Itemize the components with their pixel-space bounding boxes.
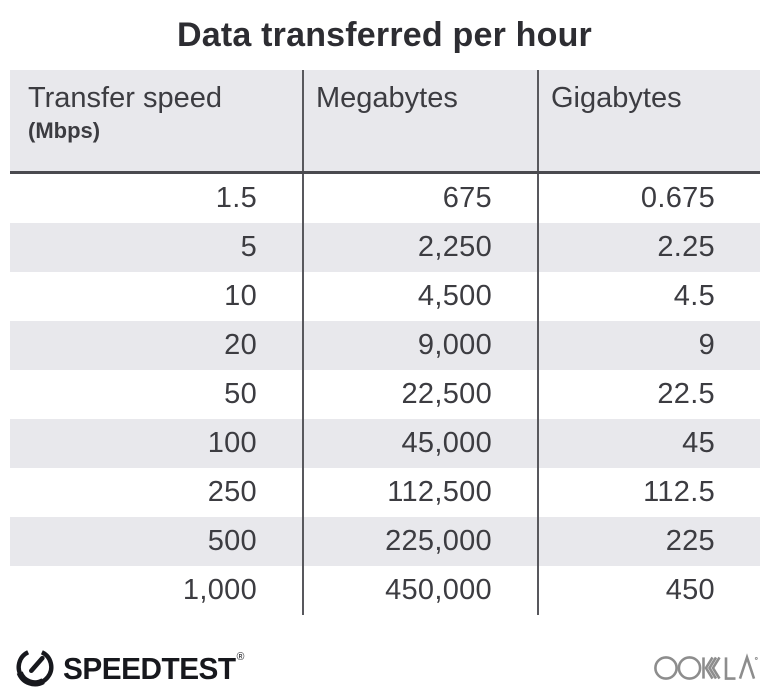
header-transfer-speed-unit: (Mbps): [28, 118, 101, 143]
ookla-logo: [654, 653, 758, 688]
header-transfer-speed: Transfer speed (Mbps): [10, 70, 304, 174]
cell-speed: 10: [10, 272, 304, 321]
cell-speed: 1,000: [10, 566, 304, 615]
cell-gigabytes: 112.5: [643, 476, 715, 508]
cell-megabytes: 9,000: [303, 321, 539, 370]
cell-gigabytes: 45: [682, 427, 715, 459]
table-row: 250 112,500 112.5: [10, 468, 760, 517]
table-row: 10 4,500 4.5: [10, 272, 760, 321]
cell-megabytes: 22,500: [303, 370, 539, 419]
cell-gigabytes: 450: [665, 574, 715, 606]
cell-gigabytes: 0.675: [640, 182, 715, 214]
cell-megabytes: 225,000: [303, 517, 539, 566]
cell-speed: 50: [10, 370, 304, 419]
speedtest-logo: SPEEDTEST®: [14, 645, 250, 692]
cell-gigabytes: 4.5: [673, 280, 715, 312]
footer: SPEEDTEST®: [0, 642, 769, 698]
cell-megabytes: 450,000: [303, 566, 539, 615]
cell-gigabytes: 2.25: [657, 231, 715, 263]
cell-megabytes: 2,250: [303, 223, 539, 272]
header-gigabytes: Gigabytes: [538, 70, 760, 174]
speedometer-gauge-icon: [14, 645, 56, 692]
table-row: 100 45,000 45: [10, 419, 760, 468]
table-row: 50 22,500 22.5: [10, 370, 760, 419]
cell-speed: 20: [10, 321, 304, 370]
cell-speed: 1.5: [10, 172, 304, 223]
cell-gigabytes: 225: [665, 525, 715, 557]
header-megabytes: Megabytes: [303, 70, 539, 174]
cell-speed: 250: [10, 468, 304, 517]
table-row: 1.5 675 0.675: [10, 172, 760, 223]
speedtest-wordmark: SPEEDTEST®: [63, 649, 245, 689]
speedtest-wordmark-text: SPEEDTEST: [63, 650, 236, 686]
cell-gigabytes: 22.5: [657, 378, 715, 410]
table-body: 1.5 675 0.675 5 2,250 2.25 10 4,500 4.5 …: [10, 172, 760, 615]
data-table: Transfer speed (Mbps) Megabytes Gigabyte…: [10, 70, 760, 615]
table-row: 20 9,000 9: [10, 321, 760, 370]
table-row: 5 2,250 2.25: [10, 223, 760, 272]
cell-megabytes: 112,500: [303, 468, 539, 517]
cell-speed: 100: [10, 419, 304, 468]
header-row: Transfer speed (Mbps) Megabytes Gigabyte…: [10, 70, 760, 174]
cell-speed: 500: [10, 517, 304, 566]
cell-megabytes: 45,000: [303, 419, 539, 468]
ookla-wordmark-icon: [654, 653, 758, 680]
page-title: Data transferred per hour: [177, 16, 592, 54]
cell-gigabytes: 9: [698, 329, 715, 361]
registered-trademark-icon: ®: [236, 650, 245, 663]
table-row: 1,000 450,000 450: [10, 566, 760, 615]
header-transfer-speed-label: Transfer speed: [28, 82, 222, 114]
cell-speed: 5: [10, 223, 304, 272]
table-row: 500 225,000 225: [10, 517, 760, 566]
table-header: Transfer speed (Mbps) Megabytes Gigabyte…: [10, 70, 760, 174]
cell-megabytes: 675: [303, 172, 539, 223]
cell-megabytes: 4,500: [303, 272, 539, 321]
